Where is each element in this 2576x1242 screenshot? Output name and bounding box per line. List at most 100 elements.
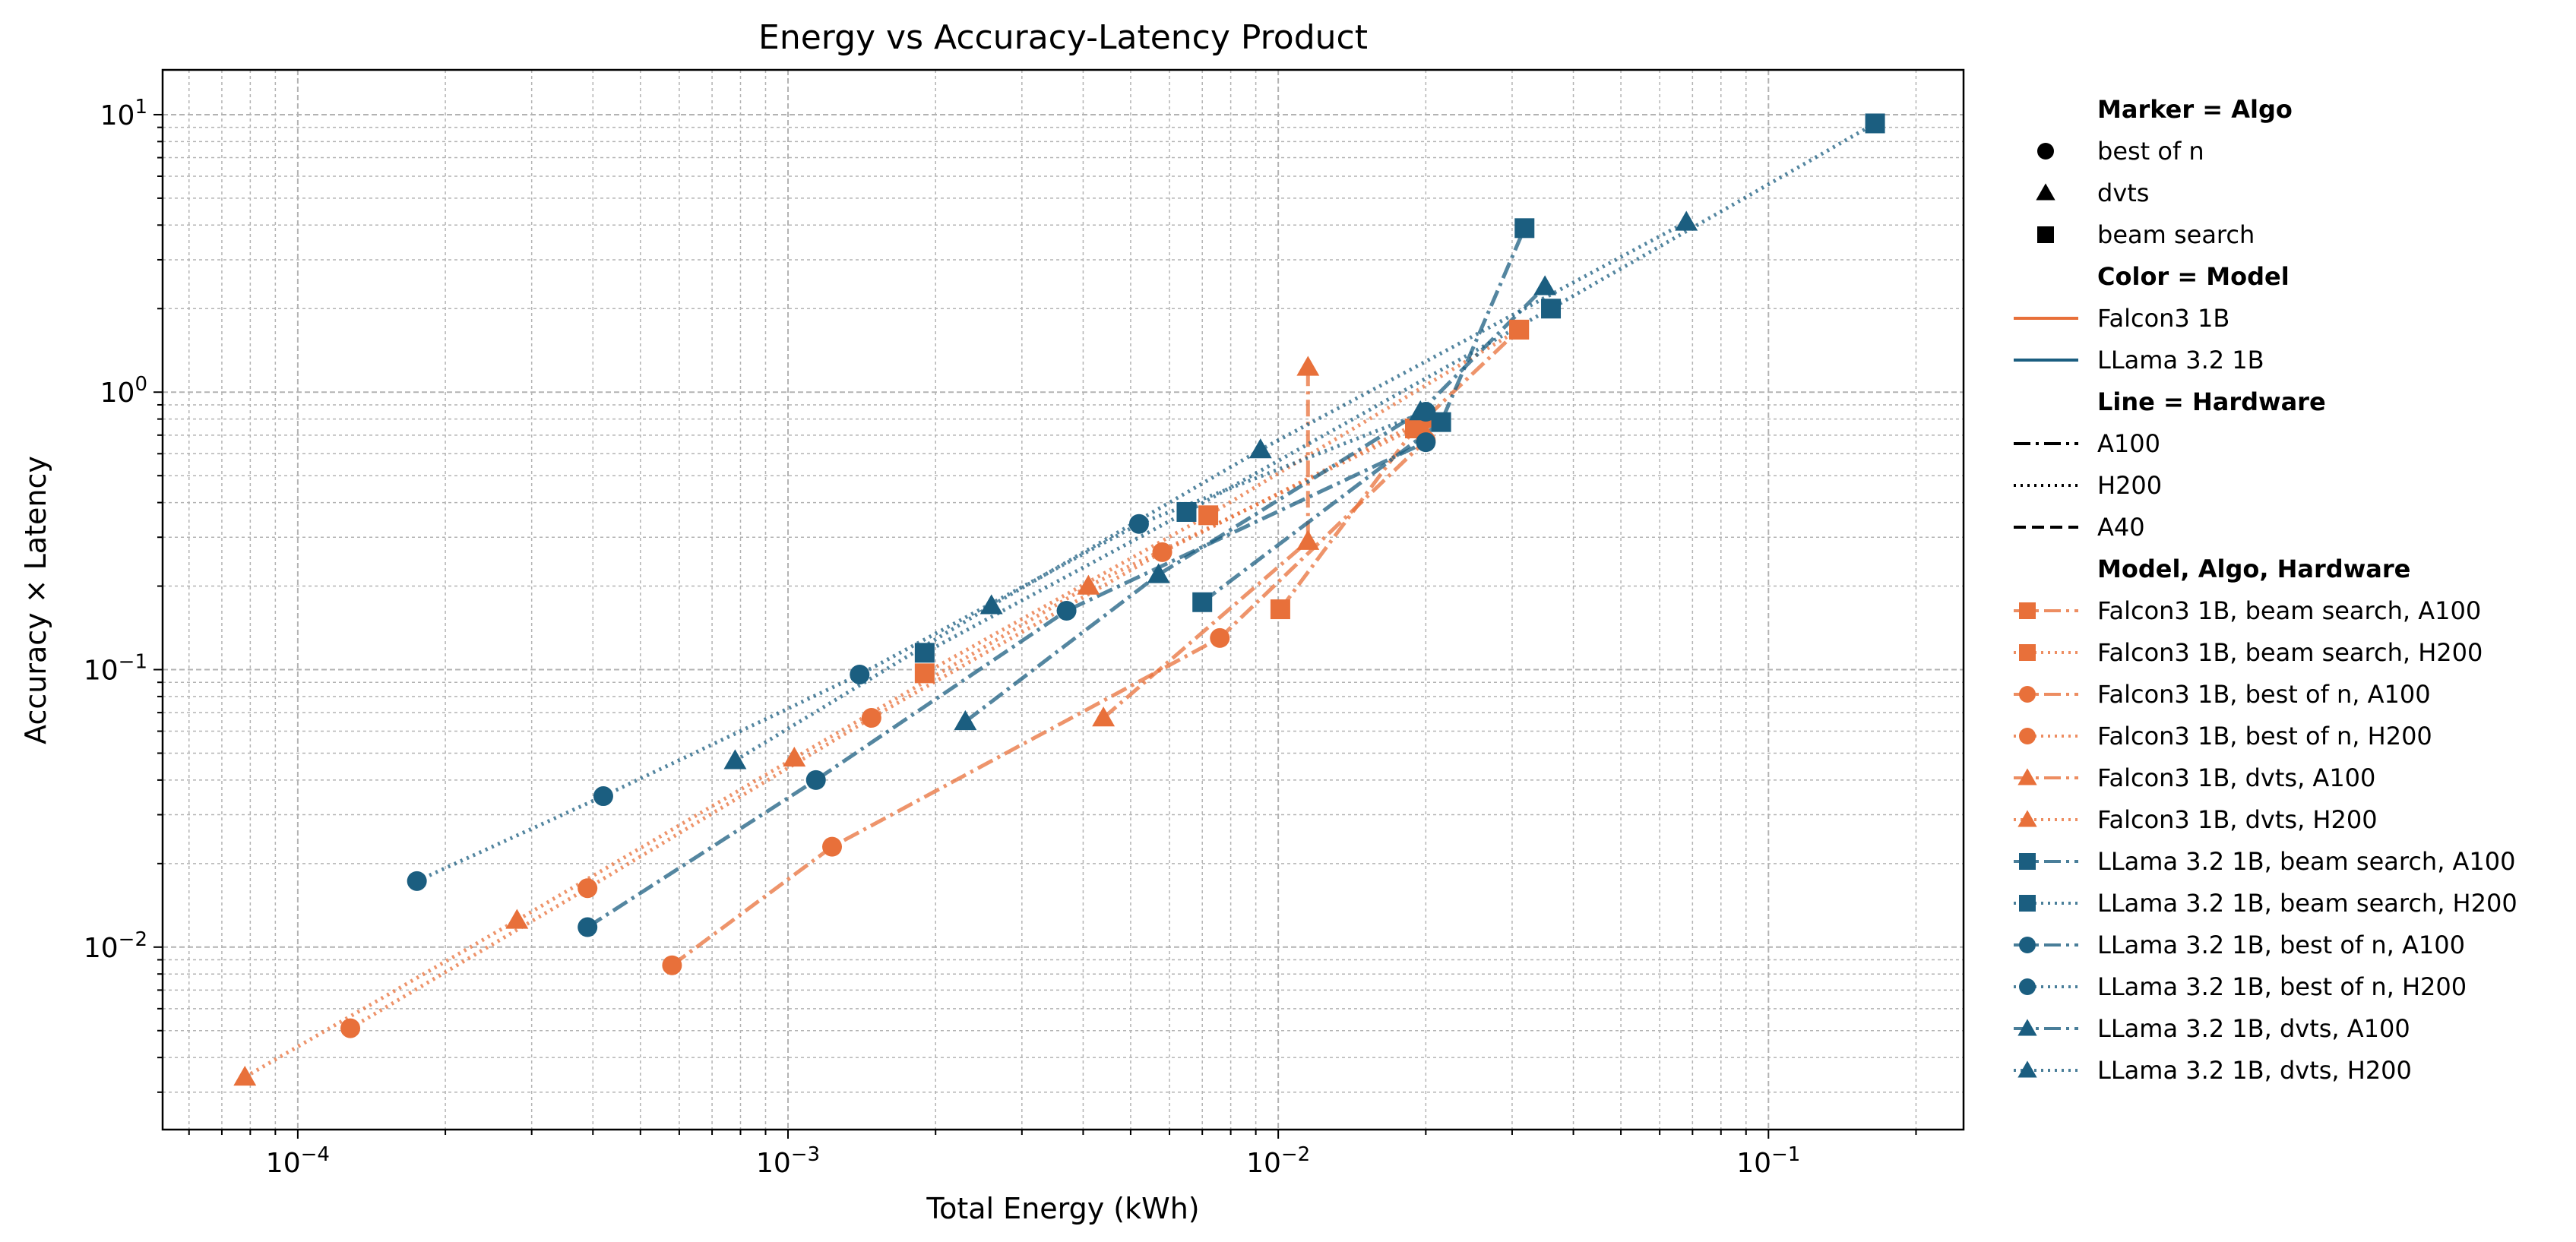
data-point (805, 770, 826, 790)
legend-label: LLama 3.2 1B (2097, 346, 2264, 374)
legend-label: Falcon3 1B, dvts, A100 (2097, 763, 2375, 792)
legend-marker (2019, 937, 2036, 953)
data-point (1514, 218, 1535, 239)
data-point (1248, 438, 1272, 459)
legend-marker (2036, 183, 2055, 201)
x-axis-label: Total Energy (kWh) (926, 1192, 1199, 1225)
data-point (578, 878, 598, 899)
legend-label: LLama 3.2 1B, best of n, H200 (2097, 972, 2467, 1001)
data-point (1533, 275, 1557, 295)
data-point (505, 909, 529, 929)
legend-marker (2037, 143, 2054, 160)
data-point (1128, 514, 1149, 534)
data-point (1270, 599, 1290, 620)
data-point (1198, 505, 1219, 526)
y-tick-label: 100 (100, 373, 147, 409)
x-tick-label: 10−1 (1736, 1143, 1800, 1179)
data-point (783, 747, 806, 767)
legend-label: LLama 3.2 1B, beam search, H200 (2097, 889, 2517, 918)
series-line (1201, 227, 1527, 604)
data-point (233, 1065, 257, 1086)
legend-label: beam search (2097, 220, 2255, 249)
legend-marker (2017, 768, 2037, 785)
legend-marker (2019, 728, 2036, 744)
y-tick-label: 10−2 (84, 928, 147, 964)
x-tick-label: 10−3 (756, 1143, 820, 1179)
legend-label: LLama 3.2 1B, beam search, A100 (2097, 847, 2516, 876)
legend-header: Line = Hardware (2097, 387, 2326, 416)
series-line (586, 440, 1427, 929)
legend-label: A40 (2097, 513, 2145, 542)
series-line (670, 438, 1428, 967)
data-point (1192, 592, 1213, 612)
series-markers (233, 113, 1885, 1086)
data-point (1296, 356, 1320, 376)
data-point (1296, 529, 1320, 550)
legend: Marker = Algo best of n dvts beam search Col… (2014, 95, 2517, 1085)
legend-label: H200 (2097, 471, 2162, 500)
data-point (1509, 319, 1530, 340)
legend-label: Falcon3 1B, beam search, H200 (2097, 638, 2483, 667)
y-tick-label: 101 (100, 96, 147, 131)
data-point (861, 708, 881, 728)
legend-marker (2019, 853, 2036, 870)
data-point (914, 643, 935, 663)
series-line (964, 285, 1546, 723)
legend-header: Marker = Algo (2097, 95, 2293, 124)
x-tick-label: 10−4 (266, 1143, 330, 1179)
data-point (1541, 299, 1562, 319)
legend-label: best of n (2097, 137, 2204, 166)
legend-label: Falcon3 1B, best of n, H200 (2097, 722, 2432, 751)
data-point (407, 871, 427, 891)
data-point (1409, 413, 1432, 434)
legend-marker (2037, 226, 2054, 243)
data-point (578, 917, 598, 937)
data-point (1152, 542, 1172, 562)
y-axis-label: Accuracy × Latency (19, 456, 52, 744)
legend-marker (2017, 1060, 2037, 1078)
data-point (593, 786, 613, 807)
data-point (979, 594, 1003, 615)
data-point (850, 664, 870, 684)
x-axis-ticks: 10−4 10−3 10−2 10−1 (188, 1130, 1917, 1179)
legend-header: Color = Model (2097, 262, 2290, 291)
data-point (914, 663, 935, 684)
legend-marker (2017, 1019, 2037, 1036)
data-point (723, 749, 747, 770)
data-point (662, 955, 682, 975)
data-point (1865, 113, 1885, 134)
legend-marker (2019, 895, 2036, 912)
legend-marker (2019, 978, 2036, 995)
series-lines (244, 122, 1876, 1079)
x-tick-label: 10−2 (1246, 1143, 1310, 1179)
legend-label: LLama 3.2 1B, best of n, A100 (2097, 931, 2465, 959)
legend-label: A100 (2097, 429, 2160, 458)
legend-label: LLama 3.2 1B, dvts, A100 (2097, 1014, 2410, 1043)
legend-marker (2019, 686, 2036, 703)
series-line (349, 417, 1427, 1030)
y-axis-ticks: 10−2 10−1 100 101 (84, 96, 163, 1093)
data-point (1409, 400, 1432, 421)
data-point (1147, 563, 1170, 583)
y-tick-label: 10−1 (84, 651, 147, 687)
plot-frame (161, 68, 1965, 1131)
legend-marker (2019, 602, 2036, 619)
legend-label: Falcon3 1B, best of n, A100 (2097, 680, 2431, 709)
data-point (340, 1018, 361, 1038)
legend-label: Falcon3 1B (2097, 304, 2229, 333)
data-point (1056, 601, 1077, 621)
legend-label: LLama 3.2 1B, dvts, H200 (2097, 1056, 2412, 1085)
data-point (1077, 574, 1100, 595)
legend-label: Falcon3 1B, beam search, A100 (2097, 596, 2481, 625)
data-point (954, 709, 977, 731)
data-point (1210, 627, 1230, 648)
chart-title: Energy vs Accuracy-Latency Product (758, 18, 1368, 57)
legend-header: Model, Algo, Hardware (2097, 555, 2410, 583)
legend-label: Falcon3 1B, dvts, H200 (2097, 805, 2378, 834)
data-point (1675, 210, 1698, 231)
legend-label: dvts (2097, 179, 2149, 207)
data-point (822, 836, 843, 857)
data-point (1176, 501, 1197, 522)
legend-marker (2019, 644, 2036, 661)
